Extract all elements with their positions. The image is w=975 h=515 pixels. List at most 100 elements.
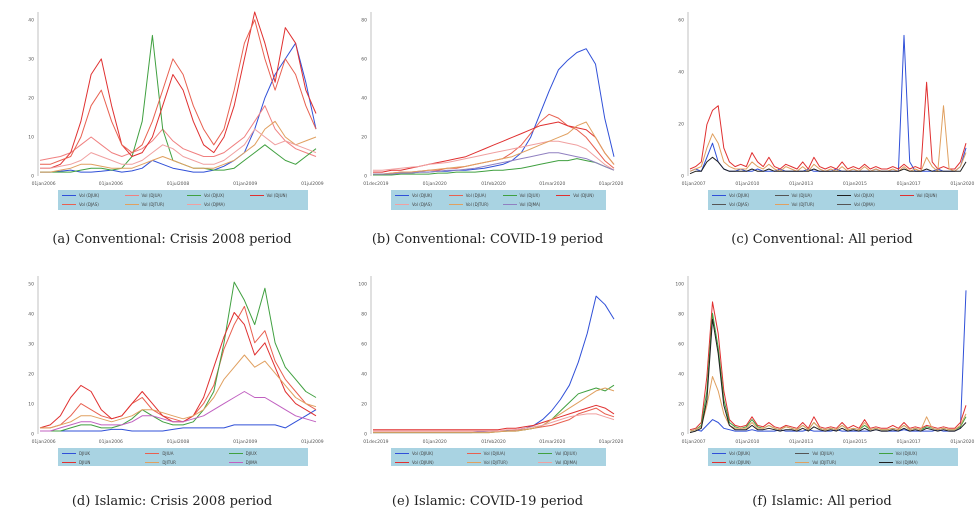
legend-item: Vol (DJUN) (899, 191, 937, 199)
chart-panel-b: 0 20 40 60 80 01dec2019 01jan2020 01feb2020 01ma… (355, 8, 624, 226)
y-tick-label: 10 (28, 401, 34, 407)
y-tick-label: 0 (364, 174, 367, 180)
legend-swatch (466, 452, 481, 454)
series-line-vol-djun- (373, 121, 615, 173)
chart-panel-d: 0 10 20 30 40 50 01jan2006 01jan2006 01jul2008 01… (22, 272, 324, 482)
legend-swatch (228, 452, 243, 454)
panel-caption: (a) Conventional: Crisis 2008 period (52, 232, 292, 247)
legend-item: Vol (DJMA) (502, 200, 540, 208)
legend-label: Vol (DJIMA) (555, 459, 578, 465)
legend-item: Vol (DJUN) (249, 191, 287, 199)
legend-item: Vol (DJUA) (774, 191, 812, 199)
legend-item: Vol (DJITUR) (795, 458, 836, 466)
series-line-vol-djima- (373, 413, 615, 432)
legend-swatch (538, 452, 553, 454)
legend-swatch (395, 461, 409, 463)
x-tick-label: 01apr2020 (599, 181, 624, 187)
x-tick-label: 01jan2020 (423, 439, 447, 445)
legend-swatch (124, 203, 139, 205)
legend-item: Vol (DJIUK) (395, 449, 433, 457)
legend-label: Vol (DJUX) (204, 192, 225, 198)
x-tick-label: 01jan2015 (843, 439, 867, 445)
legend-item: DJIUN (62, 458, 90, 466)
legend-label: Vol (DJIUN) (729, 459, 751, 465)
panel-caption: (d) Islamic: Crisis 2008 period (71, 494, 273, 509)
x-tick-label: 01jan2020 (950, 181, 974, 187)
y-tick-label: 50 (28, 281, 34, 287)
chart-svg-c: 0 20 40 60 01jan2007 01jan2010 01jan2013 01jan2… (678, 12, 975, 187)
series-line-vol-djitur- (689, 376, 967, 432)
chart-svg-e: 0 20 40 60 80 100 01dec2019 01jan2020 01feb2020 0… (358, 276, 624, 445)
legend-swatch (187, 194, 201, 196)
series-line-djiuk (40, 409, 317, 432)
series-line-vol-djun- (689, 81, 967, 170)
legend-label: Vol (DJAS) (412, 201, 432, 207)
legend-swatch (466, 461, 481, 463)
y-tick-label: 80 (678, 311, 684, 317)
legend-label: Vol (DJMA) (854, 201, 875, 207)
x-tick-label: 01jul2008 (167, 439, 190, 445)
legend-label: Vol (DJAS) (729, 201, 749, 207)
legend-swatch (899, 194, 914, 196)
y-tick-label: 20 (28, 96, 34, 102)
panel-caption: (c) Conventional: All period (731, 232, 913, 247)
series-line-djima (40, 391, 317, 432)
chart-panel-f: 0 20 40 60 80 100 01jan2007 01jan2010 01jan2013 0… (672, 272, 975, 482)
legend-label: Vol (DJUA) (791, 192, 812, 198)
legend-swatch (837, 194, 851, 196)
legend-swatch (712, 203, 726, 205)
legend-item: Vol (DJIMA) (878, 458, 918, 466)
legend-item: Vol (DJAS) (395, 200, 432, 208)
legend-swatch (502, 194, 517, 196)
legend-label: DJITUR (162, 459, 176, 465)
chart-svg-a: 0 10 20 30 40 01jan2006 01jan2006 01jul2008 01ja… (28, 11, 324, 187)
y-tick-label: 20 (678, 122, 684, 128)
legend-label: Vol (DJUK) (79, 192, 100, 198)
x-tick-label: 01jan2013 (789, 181, 813, 187)
y-tick-label: 40 (361, 96, 367, 102)
legend-label: DJIUN (79, 459, 91, 465)
legend-swatch (878, 452, 893, 454)
chart-legend: Vol (DJIUK) Vol (DJIUA) Vol (DJIUX) Vol (DJ… (391, 448, 606, 466)
x-tick-label: 01jan2006 (99, 439, 123, 445)
legend-label: Vol (DJIUA) (483, 450, 506, 456)
legend-item: Vol (DJIMA) (538, 458, 577, 466)
legend-label: Vol (DJIUX) (555, 450, 577, 456)
x-tick-label: 01jan2017 (897, 181, 921, 187)
legend-swatch (62, 452, 76, 454)
series-line-vol-djma- (40, 128, 317, 169)
legend-item: Vol (DJIUX) (538, 449, 577, 457)
y-tick-label: 10 (28, 135, 34, 141)
y-tick-label: 100 (675, 281, 684, 287)
legend-label: Vol (DJIMA) (895, 459, 918, 465)
series-line-vol-djuk- (689, 34, 967, 172)
y-tick-label: 20 (361, 135, 367, 141)
y-tick-label: 80 (361, 18, 367, 24)
series-line-vol-djma- (373, 152, 615, 175)
legend-item: DJITUR (145, 458, 176, 466)
legend-swatch (538, 461, 553, 463)
legend-label: Vol (DJUA) (465, 192, 487, 198)
panel-caption: (e) Islamic: COVID-19 period (391, 494, 584, 509)
legend-swatch (124, 194, 139, 196)
legend-label: Vol (DJUA) (141, 192, 162, 198)
legend-swatch (795, 461, 810, 463)
y-tick-label: 40 (28, 311, 34, 317)
legend-label: Vol (DJTUR) (141, 201, 165, 207)
x-tick-label: 01jul2009 (301, 181, 324, 187)
legend-label: Vol (DJITUR) (483, 459, 508, 465)
y-tick-label: 40 (678, 70, 684, 76)
x-tick-label: 01jan2013 (789, 439, 813, 445)
y-tick-label: 80 (361, 311, 367, 317)
chart-legend: Vol (DJUK) Vol (DJUA) Vol (DJUX) Vol (DJUN)… (391, 190, 606, 210)
y-tick-label: 40 (28, 18, 34, 24)
series-line-vol-djtur- (373, 121, 615, 175)
legend-item: Vol (DJUX) (502, 191, 540, 199)
legend-item: Vol (DJUA) (448, 191, 487, 199)
legend-item: Vol (DJMA) (187, 200, 225, 208)
x-tick-label: 01jan2009 (233, 439, 257, 445)
legend-swatch (187, 203, 201, 205)
legend-swatch (62, 194, 76, 196)
legend-label: Vol (DJMA) (204, 201, 225, 207)
legend-label: Vol (DJUN) (573, 192, 594, 198)
